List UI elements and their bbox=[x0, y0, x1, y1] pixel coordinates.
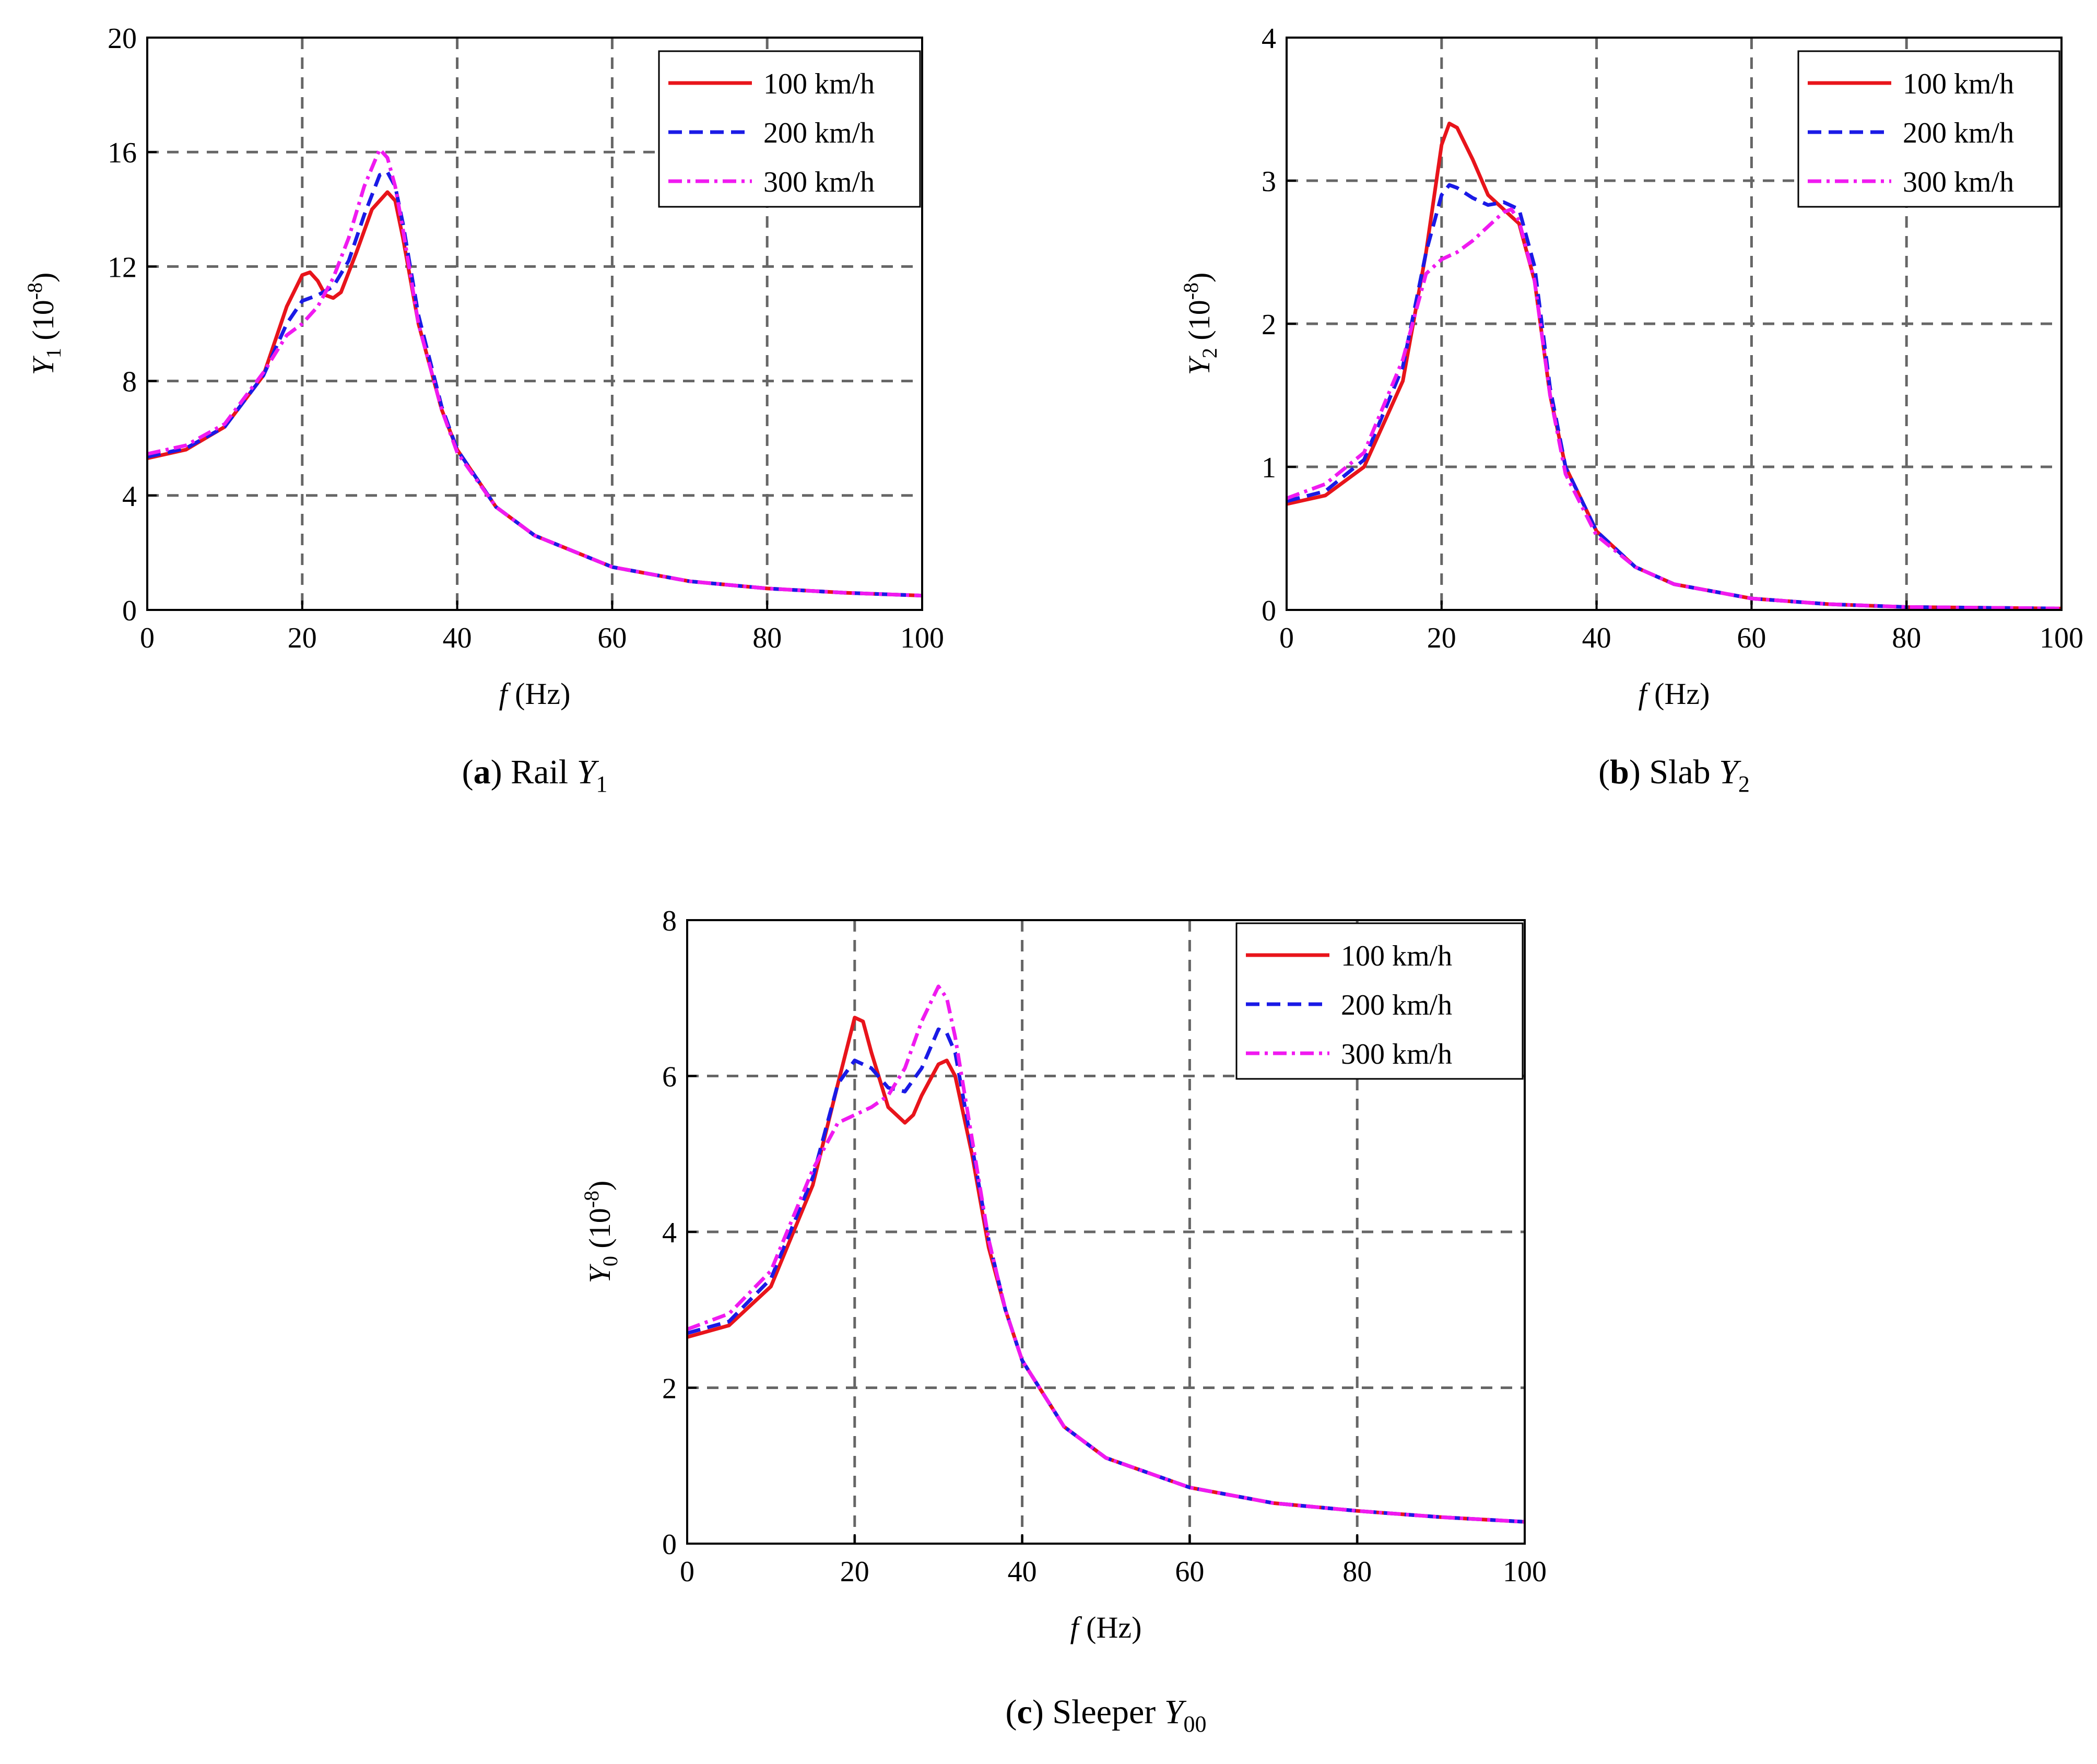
chart-c-x-tick-label: 40 bbox=[1008, 1556, 1037, 1588]
chart-a-series-line-3 bbox=[147, 147, 922, 598]
chart-b-x-axis-label: f (Hz) bbox=[1639, 677, 1710, 711]
chart-b-y-axis-label: Y2 (10-8) bbox=[1179, 273, 1221, 375]
chart-b-y-tick-label: 0 bbox=[1262, 595, 1276, 627]
chart-a-x-axis-label: f (Hz) bbox=[499, 677, 571, 711]
chart-c-legend-label-1: 100 km/h bbox=[1341, 940, 1452, 972]
chart-c-series-line-1 bbox=[687, 1016, 1525, 1524]
chart-c-x-tick-label: 100 bbox=[1503, 1556, 1547, 1588]
chart-a-panel: 0 20 40 60 80 100 0 4 8 12 16 20 f (Hz) Y1 (10-8) 100 … bbox=[23, 22, 944, 797]
chart-a-legend: 100 km/h 200 km/h 300 km/h bbox=[658, 50, 921, 208]
chart-c-caption: (c) Sleeper Y00 bbox=[1006, 1693, 1207, 1737]
chart-c-x-tick-label: 0 bbox=[680, 1556, 694, 1588]
chart-c-y-tick-label: 2 bbox=[662, 1373, 677, 1405]
chart-b-legend-label-1: 100 km/h bbox=[1903, 68, 2014, 100]
chart-b-x-tick-label: 0 bbox=[1279, 622, 1294, 654]
chart-b-x-tick-label: 40 bbox=[1582, 622, 1611, 654]
chart-a-y-tick-label: 12 bbox=[108, 251, 137, 284]
chart-c-legend-label-2: 200 km/h bbox=[1341, 989, 1452, 1021]
chart-b-y-tick-label: 2 bbox=[1262, 309, 1276, 341]
chart-c-y-tick-label: 4 bbox=[662, 1217, 677, 1249]
chart-a-legend-label-3: 300 km/h bbox=[763, 166, 875, 198]
chart-c-panel: 0 20 40 60 80 100 0 2 4 6 8 f (Hz) Y0 (10-8) 100 km/h… bbox=[580, 905, 1547, 1737]
chart-a-x-tick-label: 80 bbox=[752, 622, 782, 654]
chart-b-legend-label-3: 300 km/h bbox=[1903, 166, 2014, 198]
chart-c-x-tick-label: 60 bbox=[1175, 1556, 1204, 1588]
chart-a-caption: (a) Rail Y1 bbox=[462, 753, 608, 797]
chart-b-x-tick-label: 20 bbox=[1427, 622, 1456, 654]
chart-a-x-tick-label: 0 bbox=[140, 622, 155, 654]
chart-a-x-tick-label: 40 bbox=[443, 622, 472, 654]
chart-b-legend-label-2: 200 km/h bbox=[1903, 117, 2014, 149]
chart-b-series-line-2 bbox=[1287, 183, 2061, 610]
chart-b-x-tick-label: 60 bbox=[1737, 622, 1766, 654]
chart-c-series-line-3 bbox=[687, 984, 1525, 1524]
chart-c-legend: 100 km/h 200 km/h 300 km/h bbox=[1235, 922, 1524, 1080]
chart-a-y-tick-label: 0 bbox=[122, 595, 137, 627]
chart-c-x-tick-label: 20 bbox=[840, 1556, 869, 1588]
chart-b-legend: 100 km/h 200 km/h 300 km/h bbox=[1797, 50, 2060, 208]
chart-a-y-tick-label: 20 bbox=[108, 22, 137, 55]
chart-a-x-tick-label: 20 bbox=[288, 622, 317, 654]
chart-a-legend-label-1: 100 km/h bbox=[763, 68, 875, 100]
chart-c-x-tick-label: 80 bbox=[1342, 1556, 1372, 1588]
chart-b-x-tick-label: 100 bbox=[2040, 622, 2083, 654]
chart-b-y-tick-label: 1 bbox=[1262, 452, 1276, 484]
chart-a-plot-frame bbox=[146, 37, 923, 611]
chart-b-series-line-3 bbox=[1287, 207, 2061, 610]
chart-a-y-tick-label: 8 bbox=[122, 366, 137, 398]
chart-a-y-tick-label: 16 bbox=[108, 137, 137, 169]
chart-c-y-tick-label: 8 bbox=[662, 905, 677, 937]
chart-b-caption: (b) Slab Y2 bbox=[1598, 753, 1750, 797]
chart-b-x-tick-label: 80 bbox=[1892, 622, 1921, 654]
chart-c-y-axis-label: Y0 (10-8) bbox=[580, 1181, 622, 1284]
chart-a-series-line-2 bbox=[147, 170, 922, 598]
chart-c-y-tick-label: 0 bbox=[662, 1528, 677, 1561]
chart-a-x-tick-label: 60 bbox=[597, 622, 627, 654]
chart-c-x-axis-label: f (Hz) bbox=[1070, 1610, 1142, 1644]
chart-a-y-axis-label: Y1 (10-8) bbox=[23, 273, 65, 375]
chart-a-x-tick-label: 100 bbox=[900, 622, 944, 654]
chart-c-legend-label-3: 300 km/h bbox=[1341, 1038, 1452, 1071]
chart-a-y-tick-label: 4 bbox=[122, 480, 137, 513]
chart-c-y-tick-label: 6 bbox=[662, 1061, 677, 1093]
chart-c-series-line-2 bbox=[687, 1027, 1525, 1524]
chart-b-panel: 0 20 40 60 80 100 0 1 2 3 4 f (Hz) Y2 (10-8) 100 km/h… bbox=[1179, 22, 2083, 797]
chart-b-y-tick-label: 4 bbox=[1262, 22, 1276, 55]
chart-a-legend-label-2: 200 km/h bbox=[763, 117, 875, 149]
chart-b-y-tick-label: 3 bbox=[1262, 166, 1276, 198]
